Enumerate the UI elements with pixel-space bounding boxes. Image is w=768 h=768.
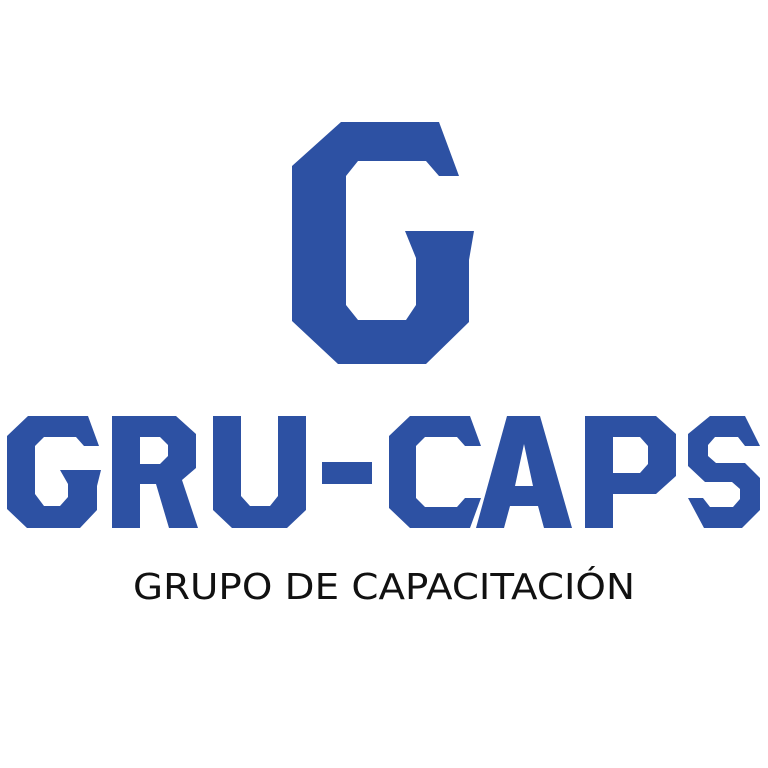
- wordmark-letter-u: [213, 416, 306, 528]
- wordmark-letter-c: [389, 416, 481, 528]
- wordmark-letter-p: [585, 416, 676, 528]
- wordmark-letter-a: [476, 416, 572, 528]
- wordmark-hyphen: [322, 462, 372, 484]
- wordmark-letter-s: [688, 416, 760, 528]
- wordmark-letter-r: [112, 416, 198, 528]
- monogram-g: [292, 122, 474, 364]
- tagline: GRUPO DE CAPACITACIÓN: [133, 566, 635, 608]
- wordmark-letter-g: [7, 416, 101, 528]
- wordmark: [7, 416, 760, 528]
